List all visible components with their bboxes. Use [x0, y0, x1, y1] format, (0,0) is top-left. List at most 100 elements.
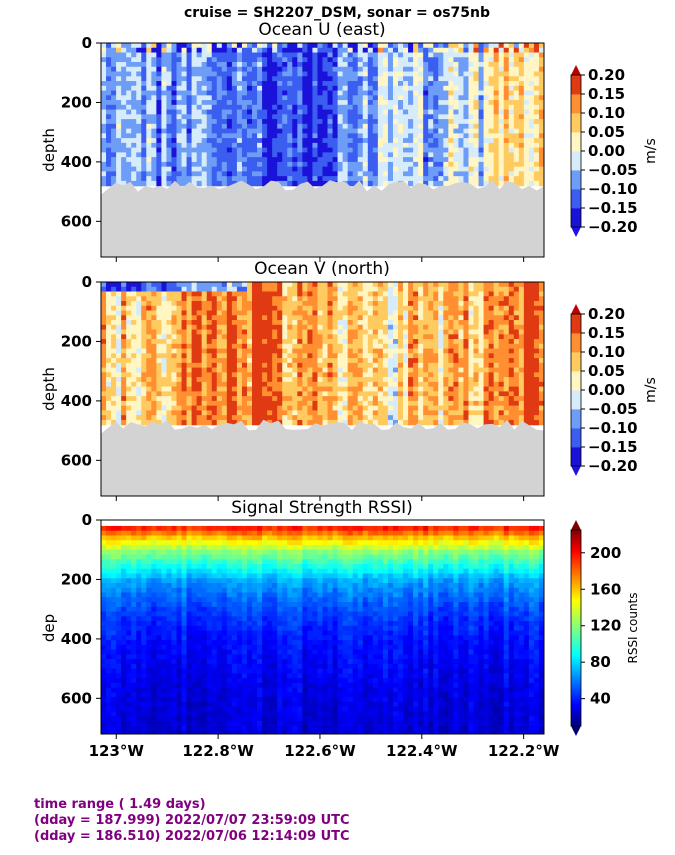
- heatmap-cell: [523, 52, 530, 58]
- heatmap-cell: [433, 405, 439, 411]
- heatmap-cell: [226, 415, 233, 421]
- heatmap-cell: [116, 377, 122, 383]
- heatmap-cell: [221, 128, 228, 134]
- heatmap-cell: [458, 66, 465, 73]
- heatmap-cell: [206, 377, 213, 383]
- heatmap-cell: [433, 396, 439, 402]
- heatmap-cell: [387, 142, 394, 149]
- heatmap-cell: [161, 166, 168, 172]
- heatmap-cell: [116, 353, 122, 359]
- heatmap-cell: [533, 100, 540, 106]
- heatmap-cell: [241, 348, 248, 354]
- heatmap-cell: [176, 362, 183, 369]
- heatmap-cell: [387, 161, 394, 168]
- heatmap-cell: [292, 381, 298, 388]
- heatmap-cell: [302, 85, 308, 92]
- heatmap-cell: [196, 52, 203, 58]
- heatmap-cell: [312, 305, 319, 312]
- heatmap-cell: [272, 334, 278, 340]
- heatmap-cell: [463, 377, 470, 383]
- heatmap-cell: [418, 381, 424, 388]
- heatmap-cell: [262, 358, 268, 364]
- heatmap-cell: [211, 329, 218, 335]
- heatmap-cell: [126, 52, 132, 58]
- heatmap-cell: [151, 372, 157, 378]
- heatmap-cell: [236, 47, 243, 54]
- heatmap-cell: [488, 166, 495, 172]
- heatmap-cell: [483, 152, 490, 158]
- heatmap-cell: [272, 81, 278, 87]
- heatmap-cell: [181, 52, 188, 58]
- heatmap-cell: [196, 133, 203, 139]
- heatmap-cell: [267, 62, 273, 68]
- heatmap-cell: [121, 381, 127, 388]
- heatmap-cell: [438, 147, 444, 153]
- heatmap-cell: [272, 353, 278, 359]
- heatmap-cell: [392, 166, 399, 172]
- heatmap-cell: [473, 282, 480, 288]
- heatmap-cell: [206, 76, 213, 82]
- heatmap-cell: [106, 291, 112, 297]
- heatmap-cell: [438, 320, 444, 326]
- heatmap-cell: [332, 147, 339, 153]
- heatmap-cell: [398, 85, 404, 92]
- heatmap-cell: [252, 123, 258, 130]
- heatmap-cell: [423, 339, 429, 345]
- heatmap-cell: [463, 47, 470, 54]
- heatmap-cell: [332, 66, 339, 73]
- heatmap-cell: [216, 133, 223, 139]
- heatmap-cell: [121, 66, 127, 73]
- heatmap-cell: [131, 410, 137, 416]
- heatmap-cell: [287, 100, 293, 106]
- heatmap-cell: [528, 52, 535, 58]
- heatmap-cell: [181, 109, 188, 115]
- heatmap-cell: [216, 123, 223, 130]
- heatmap-cell: [156, 95, 163, 101]
- heatmap-cell: [201, 405, 208, 411]
- heatmap-cell: [252, 43, 258, 49]
- heatmap-cell: [483, 329, 490, 335]
- heatmap-cell: [221, 400, 228, 407]
- heatmap-cell: [136, 291, 142, 297]
- heatmap-cell: [438, 301, 444, 307]
- heatmap-cell: [428, 386, 434, 392]
- heatmap-cell: [392, 315, 399, 321]
- heatmap-cell: [347, 301, 354, 307]
- heatmap-cell: [478, 81, 485, 87]
- heatmap-cell: [377, 90, 384, 96]
- heatmap-cell: [448, 123, 454, 130]
- heatmap-cell: [438, 128, 444, 134]
- heatmap-cell: [463, 386, 470, 392]
- heatmap-cell: [126, 57, 132, 63]
- heatmap-cell: [282, 386, 288, 392]
- heatmap-cell: [403, 286, 409, 293]
- heatmap-cell: [307, 291, 314, 297]
- heatmap-cell: [453, 386, 460, 392]
- heatmap-cell: [297, 152, 303, 158]
- heatmap-cell: [121, 282, 127, 288]
- heatmap-cell: [282, 353, 288, 359]
- heatmap-cell: [322, 334, 329, 340]
- heatmap-cell: [423, 362, 429, 369]
- heatmap-cell: [101, 353, 107, 359]
- heatmap-cell: [518, 43, 525, 49]
- heatmap-cell: [111, 104, 117, 111]
- heatmap-cell: [352, 410, 359, 416]
- heatmap-cell: [196, 391, 203, 397]
- heatmap-cell: [483, 47, 490, 54]
- heatmap-cell: [317, 152, 324, 158]
- heatmap-cell: [126, 171, 132, 177]
- heatmap-cell: [287, 133, 293, 139]
- heatmap-cell: [392, 100, 399, 106]
- heatmap-cell: [357, 324, 364, 331]
- heatmap-cell: [483, 176, 490, 182]
- heatmap-cell: [443, 419, 449, 426]
- heatmap-cell: [292, 339, 298, 345]
- heatmap-cell: [292, 85, 298, 92]
- heatmap-cell: [382, 147, 389, 153]
- heatmap-cell: [211, 109, 218, 115]
- heatmap-cell: [156, 286, 163, 293]
- heatmap-cell: [272, 57, 278, 63]
- heatmap-cell: [428, 128, 434, 134]
- heatmap-cell: [498, 152, 505, 158]
